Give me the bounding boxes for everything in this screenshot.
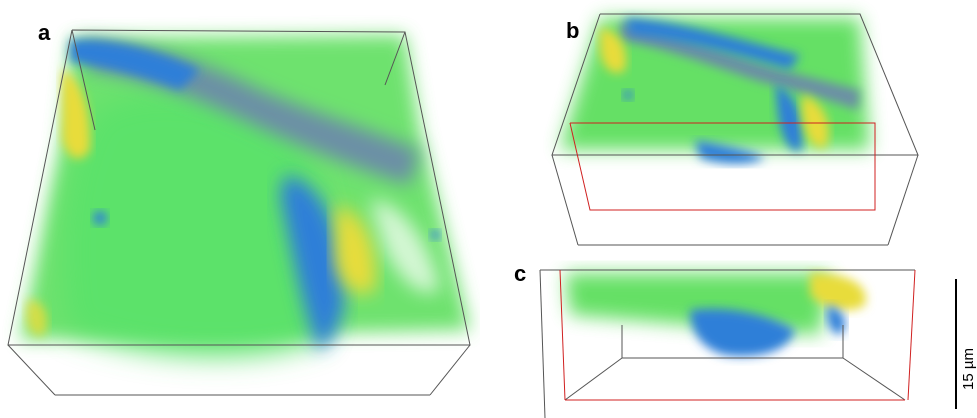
scale-bar-label: 15 µm — [960, 348, 977, 390]
red-slice-right — [907, 269, 916, 401]
white-halo — [370, 200, 440, 293]
bounding-box-b — [551, 13, 919, 246]
panel-label-a: a — [38, 20, 51, 45]
blue-band-upper — [625, 18, 800, 70]
tissue-volume-b — [560, 18, 870, 164]
blue-band-upper — [70, 39, 200, 90]
panel-b: b — [540, 0, 920, 260]
volume-render-c — [539, 269, 957, 418]
tissue-volume-c — [565, 273, 866, 357]
green-cell-body — [62, 93, 329, 357]
slate-band — [620, 22, 860, 110]
blue-band-lower — [695, 140, 765, 164]
volume-render-a — [7, 29, 471, 396]
tissue-volume-a — [20, 35, 470, 357]
blue-region — [690, 308, 795, 357]
panel-label-c: c — [514, 261, 527, 286]
yellow-region-right — [801, 95, 829, 149]
blue-spot — [93, 211, 107, 225]
bounding-box-c — [539, 269, 916, 418]
bounding-box-a — [7, 29, 471, 396]
panel-a: a — [0, 0, 480, 418]
yellow-region-right — [335, 205, 376, 294]
panel-label-b: b — [566, 18, 580, 43]
blue-spot — [623, 90, 633, 100]
red-slice-left — [559, 269, 566, 401]
yellow-region — [810, 273, 866, 311]
yellow-region-left — [600, 28, 627, 74]
yellow-region-left — [62, 70, 91, 159]
blue-band-diagonal — [280, 175, 345, 350]
blue-spot-right — [827, 305, 846, 335]
yellow-spot-lower-left — [26, 299, 48, 336]
panel-c: c 15 µm — [510, 255, 977, 418]
blue-band-right — [775, 85, 803, 151]
red-slice-outline — [569, 122, 876, 211]
volume-render-b — [551, 13, 919, 246]
blue-spot-right — [430, 230, 440, 240]
